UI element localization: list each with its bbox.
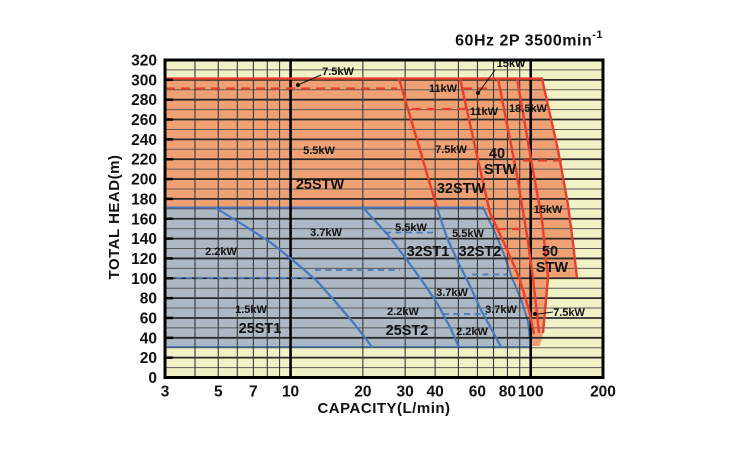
x-tick-60: 60 [469,384,486,401]
callout-dot [295,82,301,88]
y-tick-280: 280 [131,92,157,109]
model-label-25stw: 25STW [296,177,345,193]
power-label-2.2kw: 2.2kW [456,326,488,338]
callouts [295,69,554,317]
callout-line [299,74,322,85]
y-tick-220: 220 [131,152,157,169]
x-tick-20: 20 [354,384,371,401]
power-label-7.5kw: 7.5kW [553,307,585,319]
stw-limit-line [458,78,536,335]
st-limit-curve [435,207,502,348]
stw-limit-line [515,78,550,334]
x-tick-30: 30 [397,384,414,401]
x-axis-title: CAPACITY(L/min) [317,400,451,417]
y-tick-160: 160 [131,211,157,228]
power-label-3.7kw: 3.7kW [485,304,517,316]
chart-title-text: 60Hz 2P 3500min [455,32,593,50]
x-tick-3: 3 [161,384,170,401]
x-tick-5: 5 [214,384,223,401]
callout-line [478,69,496,93]
chart-title: 60Hz 2P 3500min-1 [455,29,603,50]
power-label-11kw: 11kW [470,106,499,118]
model-label-50: 50 [542,244,558,260]
y-tick-140: 140 [131,231,157,248]
x-tick-7: 7 [249,384,258,401]
st-boundary-curves [165,206,507,348]
stw-limit-line [397,78,439,209]
y-tick-180: 180 [131,191,157,208]
y-tick-60: 60 [140,310,157,327]
y-tick-260: 260 [131,112,157,129]
power-label-2.2kw: 2.2kW [387,306,419,318]
power-label-5.5kw: 5.5kW [395,222,427,234]
y-tick-100: 100 [131,271,157,288]
model-label-40: 40 [489,146,505,162]
plot-border [163,58,605,379]
y-tick-40: 40 [140,330,157,347]
power-label-7.5kw: 7.5kW [435,144,467,156]
power-label-15kw: 15kW [534,204,563,216]
chart-title-superscript: -1 [592,29,603,41]
y-tick-120: 120 [131,251,157,268]
y-tick-0: 0 [148,370,157,387]
callout-dot [532,311,538,317]
x-tick-80: 80 [499,384,516,401]
power-label-5.5kw: 5.5kW [452,228,484,240]
power-label-18.5kw: 18.5kW [509,103,548,115]
model-label-25st1: 25ST1 [239,321,282,337]
power-label-3.7kw: 3.7kW [310,227,342,239]
power-label-1.5kw: 1.5kW [235,304,267,316]
x-tick-100: 100 [518,384,544,401]
stw-limit-line [496,78,541,334]
model-label-32st1: 32ST1 [407,244,450,260]
model-label-25st2: 25ST2 [386,323,429,339]
power-label-3.7kw: 3.7kW [436,287,468,299]
y-axis-title: TOTAL HEAD(m) [106,154,123,280]
st-limit-curve [362,206,461,348]
gridlines [165,60,603,378]
model-label-stw: STW [484,162,517,178]
model-label-stw: STW [536,260,569,276]
x-tick-10: 10 [282,384,299,401]
power-label-7.5kw: 7.5kW [322,66,354,78]
st-limit-curve [214,206,373,348]
stw-limit-line [165,77,579,279]
y-tick-240: 240 [131,132,157,149]
x-tick-40: 40 [427,384,444,401]
model-label-32stw: 32STW [437,181,486,197]
y-tick-320: 320 [131,53,157,70]
callout-line [537,311,554,315]
stw-boundary-lines [165,77,579,335]
power-label-11kw: 11kW [429,83,458,95]
callout-dot [475,90,481,96]
axis-tick-labels: 0204060801001201401601802002202402602803… [131,53,616,401]
power-label-2.2kw: 2.2kW [205,246,237,258]
model-label-32st2: 32ST2 [459,244,502,260]
y-tick-300: 300 [131,72,157,89]
y-tick-200: 200 [131,172,157,189]
y-tick-80: 80 [140,291,157,308]
y-tick-20: 20 [140,350,157,367]
x-tick-200: 200 [590,384,616,401]
power-label-5.5kw: 5.5kW [303,145,335,157]
